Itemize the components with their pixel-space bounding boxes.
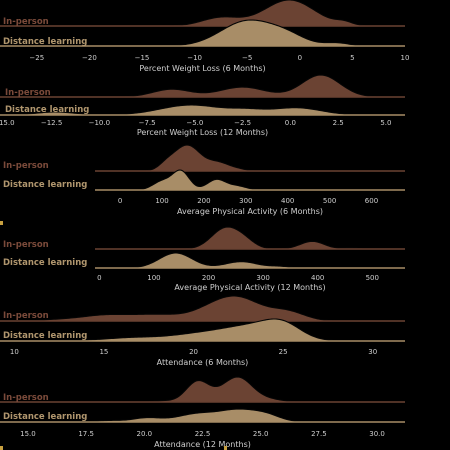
- ridge-distance-learning: [95, 252, 405, 269]
- ridge-in-person: [95, 144, 405, 172]
- ridge-in-person: [0, 74, 405, 98]
- x-tick-label: 2.5: [333, 119, 344, 127]
- x-tick-label: 27.5: [311, 430, 327, 438]
- x-tick-label: 0: [97, 274, 101, 282]
- x-axis-label: Percent Weight Loss (6 Months): [139, 64, 265, 73]
- x-tick-label: 0: [118, 197, 122, 205]
- ridge-in-person: [0, 0, 405, 27]
- x-tick-label: 30.0: [369, 430, 385, 438]
- x-tick-label: 30: [368, 348, 377, 356]
- x-tick-label: 25.0: [253, 430, 269, 438]
- series-label-distance-learning: Distance learning: [3, 258, 87, 268]
- x-tick-label: −15.0: [0, 119, 15, 127]
- series-label-distance-learning: Distance learning: [3, 331, 87, 341]
- ridge-in-person: [0, 376, 405, 403]
- x-tick-label: 0: [298, 54, 302, 62]
- x-tick-label: 20.0: [137, 430, 153, 438]
- x-tick-label: −7.5: [139, 119, 156, 127]
- x-tick-label: 22.5: [195, 430, 211, 438]
- x-tick-label: 15: [99, 348, 108, 356]
- x-tick-label: 10: [10, 348, 19, 356]
- series-label-distance-learning: Distance learning: [3, 180, 87, 190]
- x-tick-label: 15.0: [20, 430, 36, 438]
- x-tick-label: −5: [242, 54, 252, 62]
- x-tick-label: 5.0: [380, 119, 391, 127]
- x-tick-label: 5: [350, 54, 354, 62]
- series-label-distance-learning: Distance learning: [3, 37, 87, 47]
- ridge-in-person: [0, 295, 405, 322]
- ridge-in-person: [95, 226, 405, 250]
- x-tick-label: 300: [239, 197, 252, 205]
- x-tick-label: 500: [323, 197, 336, 205]
- x-tick-label: 200: [197, 197, 210, 205]
- x-tick-label: −10: [187, 54, 202, 62]
- series-label-distance-learning: Distance learning: [3, 412, 87, 422]
- x-axis-label: Percent Weight Loss (12 Months): [137, 128, 268, 137]
- x-tick-label: 17.5: [78, 430, 94, 438]
- x-axis-label: Attendance (12 Months): [154, 440, 251, 449]
- series-label-in-person: In-person: [3, 393, 49, 403]
- x-tick-label: 400: [281, 197, 294, 205]
- x-tick-label: −2.5: [234, 119, 251, 127]
- series-label-in-person: In-person: [3, 240, 49, 250]
- x-tick-label: 400: [311, 274, 324, 282]
- series-label-in-person: In-person: [3, 161, 49, 171]
- series-label-in-person: In-person: [3, 311, 49, 321]
- x-tick-label: −12.5: [41, 119, 62, 127]
- x-tick-label: −25: [29, 54, 44, 62]
- x-tick-label: −20: [82, 54, 97, 62]
- x-tick-label: −10.0: [89, 119, 110, 127]
- x-tick-label: 500: [366, 274, 379, 282]
- x-axis-label: Average Physical Activity (12 Months): [174, 283, 325, 292]
- x-tick-label: 200: [202, 274, 215, 282]
- corner-marker: [224, 446, 227, 450]
- x-tick-label: 100: [147, 274, 160, 282]
- ridge-distance-learning: [0, 104, 405, 116]
- x-tick-label: 300: [256, 274, 269, 282]
- ridge-distance-learning: [95, 169, 405, 191]
- x-axis-label: Attendance (6 Months): [157, 358, 249, 367]
- x-tick-label: 600: [365, 197, 378, 205]
- x-axis-label: Average Physical Activity (6 Months): [177, 207, 323, 216]
- x-tick-label: −15: [135, 54, 150, 62]
- x-tick-label: 25: [279, 348, 288, 356]
- series-label-in-person: In-person: [3, 17, 49, 27]
- x-tick-label: 10: [401, 54, 410, 62]
- series-label-in-person: In-person: [5, 88, 51, 98]
- x-tick-label: 0.0: [285, 119, 296, 127]
- x-tick-label: 100: [155, 197, 168, 205]
- x-tick-label: −5.0: [186, 119, 203, 127]
- corner-marker: [0, 221, 3, 225]
- corner-marker: [0, 446, 3, 450]
- series-label-distance-learning: Distance learning: [5, 105, 89, 115]
- x-tick-label: 20: [189, 348, 198, 356]
